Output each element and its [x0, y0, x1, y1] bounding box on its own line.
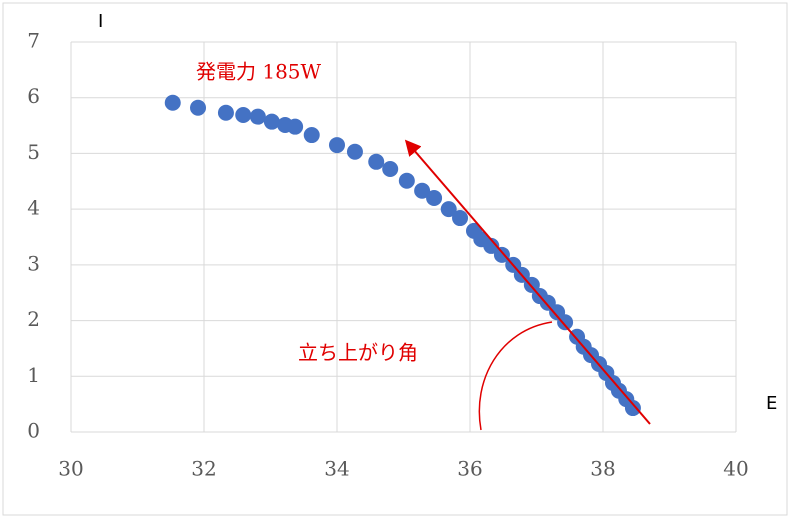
- arrow: [404, 139, 651, 425]
- point: [263, 113, 280, 130]
- point: [287, 118, 304, 135]
- point: [303, 127, 320, 144]
- point: [483, 237, 500, 254]
- x-axis-label: E: [766, 393, 777, 414]
- point: [190, 99, 207, 116]
- annotation: 立ち上がり角: [298, 341, 418, 365]
- y-axis-label: I: [98, 11, 103, 32]
- y-tick-label: 6: [27, 84, 40, 108]
- y-tick-label: 2: [27, 307, 40, 331]
- point: [164, 94, 181, 111]
- x-tick-label: 32: [191, 457, 216, 481]
- point: [440, 201, 457, 218]
- x-tick-label: 30: [58, 457, 83, 481]
- annotation: 発電力 185W: [196, 60, 322, 84]
- point: [398, 172, 415, 189]
- point: [217, 104, 234, 121]
- point: [329, 137, 345, 154]
- point: [235, 106, 252, 123]
- y-tick-label: 0: [27, 419, 40, 443]
- point: [382, 161, 399, 178]
- y-tick-label: 5: [27, 140, 40, 164]
- x-tick-label: 40: [723, 457, 748, 481]
- y-tick-label: 7: [27, 29, 40, 53]
- point: [493, 246, 510, 263]
- point: [426, 190, 443, 206]
- y-tick-label: 1: [27, 363, 40, 387]
- angle-arc: [478, 321, 553, 431]
- x-tick-label: 34: [324, 457, 349, 481]
- y-tick-label: 3: [27, 251, 40, 275]
- y-tick-label: 4: [27, 196, 40, 220]
- point: [414, 182, 431, 199]
- point: [452, 210, 469, 227]
- x-tick-label: 36: [457, 457, 482, 481]
- point: [624, 400, 641, 417]
- x-tick-label: 38: [590, 457, 615, 481]
- point: [557, 314, 574, 331]
- point: [249, 108, 266, 125]
- point: [346, 143, 363, 160]
- point: [368, 153, 385, 170]
